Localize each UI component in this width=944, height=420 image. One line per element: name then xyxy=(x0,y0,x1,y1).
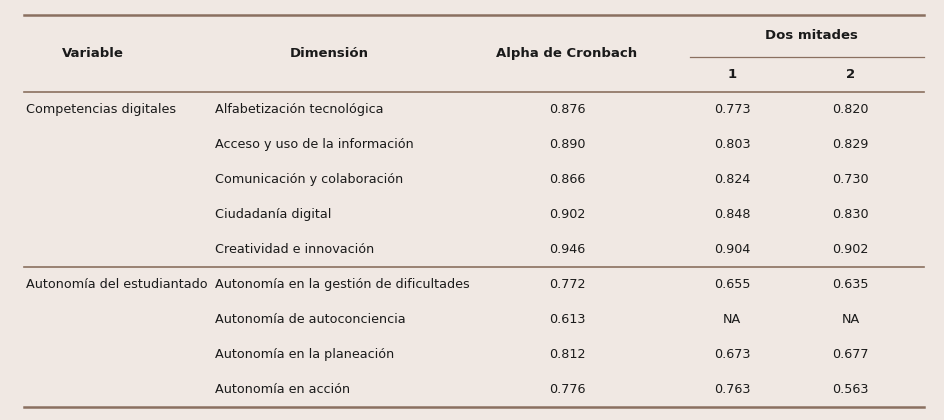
Text: 0.829: 0.829 xyxy=(832,139,868,151)
Text: 0.773: 0.773 xyxy=(714,103,750,116)
Text: Dos mitades: Dos mitades xyxy=(765,29,857,42)
Text: Autonomía en la planeación: Autonomía en la planeación xyxy=(215,349,395,361)
Text: 0.803: 0.803 xyxy=(714,139,750,151)
Text: Autonomía del estudiantado: Autonomía del estudiantado xyxy=(26,278,208,291)
Text: 0.772: 0.772 xyxy=(548,278,584,291)
Text: Autonomía en acción: Autonomía en acción xyxy=(215,383,350,396)
Text: 0.730: 0.730 xyxy=(832,173,868,186)
Text: NA: NA xyxy=(722,313,741,326)
Text: 0.904: 0.904 xyxy=(714,244,750,256)
Text: 0.613: 0.613 xyxy=(548,313,584,326)
Text: 0.776: 0.776 xyxy=(548,383,584,396)
Text: NA: NA xyxy=(840,313,859,326)
Text: Variable: Variable xyxy=(61,47,124,60)
Text: Alfabetización tecnológica: Alfabetización tecnológica xyxy=(215,103,383,116)
Text: 0.824: 0.824 xyxy=(714,173,750,186)
Text: 1: 1 xyxy=(727,68,736,81)
Text: Competencias digitales: Competencias digitales xyxy=(26,103,177,116)
Text: 0.848: 0.848 xyxy=(714,208,750,221)
Text: 0.763: 0.763 xyxy=(714,383,750,396)
Text: 0.635: 0.635 xyxy=(832,278,868,291)
Text: 0.655: 0.655 xyxy=(714,278,750,291)
Text: 0.902: 0.902 xyxy=(548,208,584,221)
Text: 0.946: 0.946 xyxy=(548,244,584,256)
Text: Creatividad e innovación: Creatividad e innovación xyxy=(215,244,375,256)
Text: Dimensión: Dimensión xyxy=(289,47,368,60)
Text: Autonomía en la gestión de dificultades: Autonomía en la gestión de dificultades xyxy=(215,278,470,291)
Text: Autonomía de autoconciencia: Autonomía de autoconciencia xyxy=(215,313,406,326)
Text: 0.677: 0.677 xyxy=(832,349,868,361)
Text: Ciudadanía digital: Ciudadanía digital xyxy=(215,208,331,221)
Text: 0.673: 0.673 xyxy=(714,349,750,361)
Text: 0.812: 0.812 xyxy=(548,349,584,361)
Text: 0.902: 0.902 xyxy=(832,244,868,256)
Text: 0.563: 0.563 xyxy=(832,383,868,396)
Text: Alpha de Cronbach: Alpha de Cronbach xyxy=(496,47,637,60)
Text: 0.830: 0.830 xyxy=(832,208,868,221)
Text: 0.820: 0.820 xyxy=(832,103,868,116)
Text: Acceso y uso de la información: Acceso y uso de la información xyxy=(215,139,413,151)
Text: 2: 2 xyxy=(845,68,854,81)
Text: 0.866: 0.866 xyxy=(548,173,584,186)
Text: 0.890: 0.890 xyxy=(548,139,584,151)
Text: 0.876: 0.876 xyxy=(548,103,584,116)
Text: Comunicación y colaboración: Comunicación y colaboración xyxy=(215,173,403,186)
